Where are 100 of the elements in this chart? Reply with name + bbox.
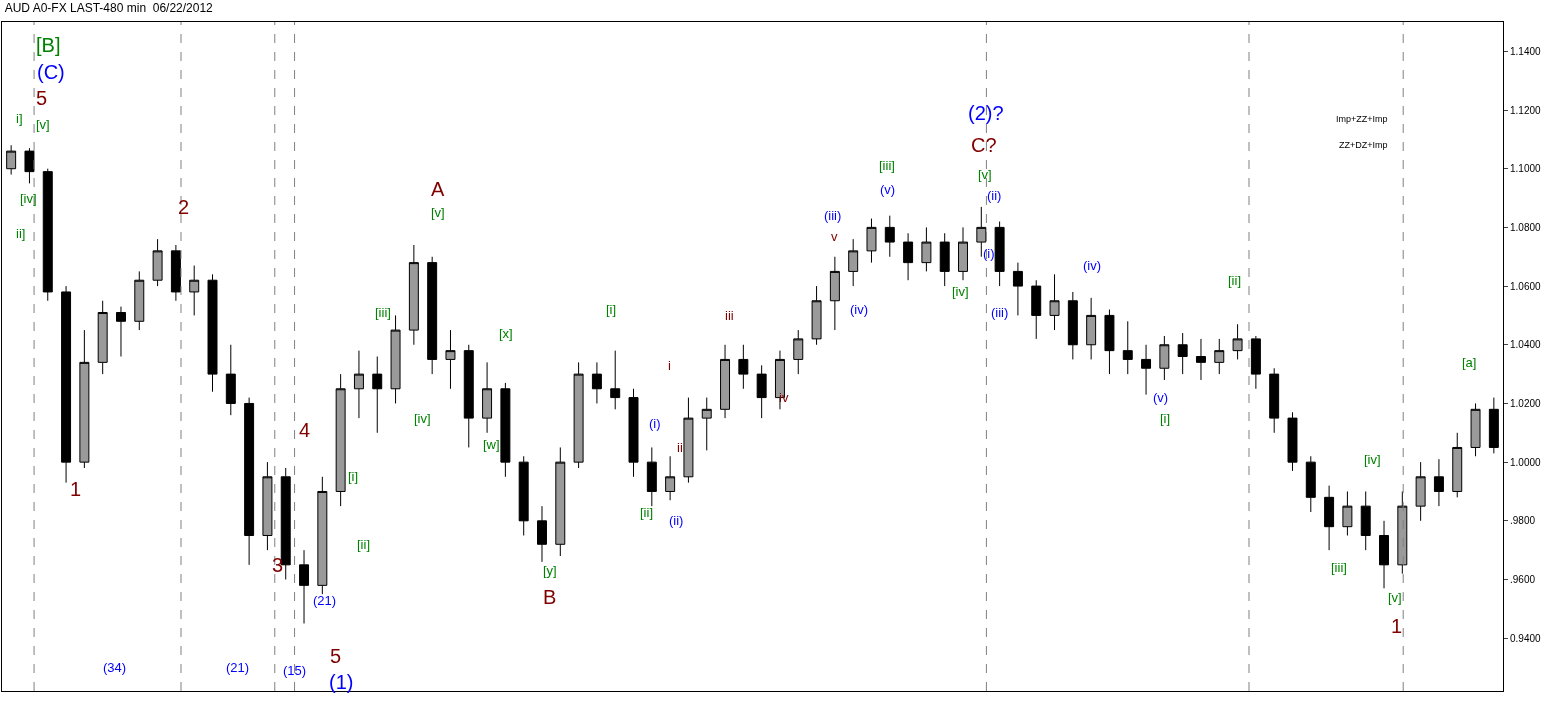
- annotation: C?: [971, 134, 997, 156]
- candlestick: [1067, 291, 1078, 360]
- annotation: [iii]: [1331, 560, 1347, 575]
- annotation: (1): [329, 671, 354, 693]
- candlestick: [701, 397, 712, 451]
- candlestick: [335, 373, 346, 507]
- candlestick: [1379, 520, 1389, 589]
- annotation: ZZ+DZ+Imp: [1339, 140, 1388, 150]
- annotation: (v): [1153, 390, 1169, 405]
- annotation: iv: [779, 390, 789, 405]
- annotation: 2: [178, 196, 190, 218]
- candlestick: [921, 226, 932, 272]
- annotation: 3: [272, 554, 284, 576]
- candlestick: [720, 344, 731, 419]
- annotation: (ii): [669, 513, 684, 528]
- annotation: (i): [983, 246, 995, 261]
- candlestick: [372, 356, 383, 434]
- y-tick-label: 1.1200: [1510, 104, 1542, 116]
- candlestick: [61, 285, 72, 484]
- annotation: [iii]: [879, 158, 895, 173]
- candlestick: [1141, 344, 1152, 396]
- y-tick-label: 1.0400: [1510, 339, 1542, 351]
- candlestick: [1177, 332, 1188, 375]
- candlestick: [1122, 320, 1133, 375]
- y-tick-label: 1.0200: [1510, 397, 1542, 409]
- annotation: (iv): [850, 302, 869, 317]
- candlestick: [1488, 397, 1499, 454]
- candlestick: [884, 215, 895, 258]
- candlestick: [537, 505, 547, 563]
- annotation: [ii]: [1228, 273, 1241, 288]
- candlestick: [1452, 432, 1463, 498]
- y-tick-label: 0.9400: [1510, 632, 1542, 644]
- annotation: 1: [70, 478, 82, 500]
- candlestick: [811, 285, 822, 346]
- annotation: [v]: [431, 205, 445, 220]
- annotation: [x]: [499, 326, 513, 341]
- candlestick: [134, 270, 145, 331]
- annotation: i]: [16, 111, 23, 126]
- candlestick: [79, 329, 90, 469]
- candlestick: [1470, 402, 1481, 457]
- annotation: [iii]: [375, 305, 391, 320]
- annotation: [iv]: [414, 411, 431, 426]
- candlestick: [1214, 338, 1225, 375]
- annotation: 1: [1391, 615, 1403, 637]
- annotation: [i]: [606, 302, 617, 317]
- annotation: [ii]: [357, 537, 370, 552]
- candlestick: [152, 238, 163, 287]
- candlestick: [1250, 335, 1261, 390]
- candlestick: [353, 350, 364, 419]
- annotation: (iii): [991, 305, 1009, 320]
- y-tick-label: .9600: [1510, 574, 1536, 585]
- candlestick: [683, 397, 694, 484]
- candlestick: [390, 314, 401, 404]
- annotation: [iv]: [952, 284, 969, 299]
- annotation: ii: [677, 440, 683, 455]
- candlestick: [829, 256, 840, 331]
- y-tick-label: 1.0600: [1510, 280, 1542, 292]
- y-tick-label: .9800: [1510, 515, 1536, 527]
- candlestick: [1031, 279, 1042, 340]
- candlestick: [262, 461, 273, 551]
- candlestick: [225, 344, 236, 416]
- annotation: [iv]: [20, 191, 37, 206]
- candlestick: [1433, 458, 1444, 507]
- candlestick: [24, 147, 35, 184]
- annotation: [y]: [543, 563, 557, 578]
- annotation: [i]: [1160, 411, 1171, 426]
- annotation: 5: [330, 645, 342, 667]
- candlestick: [573, 361, 584, 469]
- candlestick: [1104, 309, 1115, 375]
- candlestick: [518, 455, 529, 536]
- candlestick: [1195, 338, 1206, 381]
- annotation: 4: [299, 419, 311, 441]
- candlestick: [207, 273, 218, 393]
- candlestick: [1049, 273, 1060, 331]
- candlestick: [1159, 335, 1170, 381]
- candlestick: [1269, 367, 1280, 434]
- annotation: [i]: [348, 469, 359, 484]
- candlestick: [1232, 323, 1243, 360]
- annotation: iii: [725, 308, 734, 323]
- candlestick: [994, 221, 1005, 287]
- candlestick: [591, 361, 602, 404]
- candlestick: [1360, 490, 1371, 551]
- annotation: (C): [37, 61, 65, 83]
- candlestick: [463, 344, 474, 448]
- candlestick: [1415, 461, 1426, 522]
- annotation: v: [831, 229, 838, 244]
- annotation: [ii]: [640, 505, 653, 520]
- chart-title: AUD A0-FX LAST-480 min 06/22/2012: [4, 1, 214, 15]
- candlestick: [1086, 297, 1097, 360]
- annotation: A: [431, 178, 445, 200]
- annotation: B: [543, 586, 557, 608]
- annotation: [w]: [483, 437, 500, 452]
- candlestick: [116, 306, 126, 357]
- candlestick: [958, 226, 968, 281]
- candlestick: [482, 361, 493, 434]
- candlestick: [866, 218, 877, 264]
- annotation: (i): [649, 416, 661, 431]
- candlestick: [793, 329, 804, 375]
- annotation: (iv): [1083, 258, 1102, 273]
- candlestick: [500, 382, 511, 478]
